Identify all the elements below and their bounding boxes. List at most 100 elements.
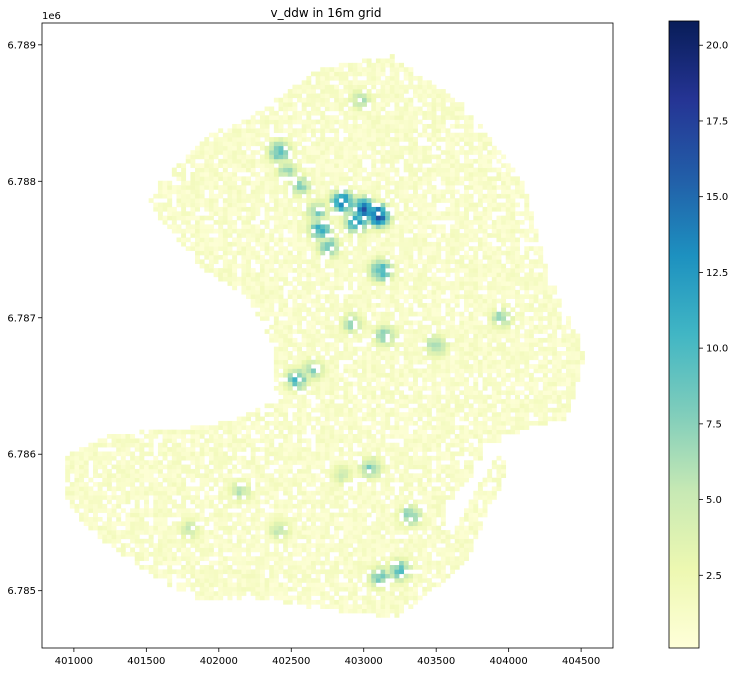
heatmap-cell: [348, 185, 354, 190]
heatmap-cell: [371, 97, 377, 103]
heatmap-cell: [315, 578, 321, 583]
heatmap-cell: [273, 403, 279, 409]
heatmap-cell: [208, 215, 214, 221]
heatmap-cell: [380, 268, 386, 273]
heatmap-cell: [371, 508, 377, 513]
heatmap-cell: [315, 228, 321, 234]
heatmap-cell: [255, 525, 261, 531]
heatmap-cell: [153, 499, 159, 505]
heatmap-cell: [232, 464, 238, 470]
heatmap-cell: [380, 220, 386, 225]
heatmap-cell: [394, 556, 400, 561]
heatmap-cell: [334, 569, 340, 575]
heatmap-cell: [403, 167, 409, 173]
heatmap-cell: [250, 543, 256, 548]
heatmap-cell: [283, 119, 289, 125]
heatmap-cell: [408, 508, 414, 513]
heatmap-cell: [338, 259, 344, 265]
heatmap-cell: [352, 215, 358, 221]
heatmap-cell: [171, 560, 177, 566]
heatmap-cell: [241, 525, 247, 531]
heatmap-cell: [413, 530, 418, 535]
heatmap-cell: [366, 372, 372, 378]
heatmap-cell: [389, 189, 395, 195]
heatmap-cell: [357, 189, 363, 195]
heatmap-cell: [195, 246, 200, 251]
heatmap-cell: [380, 93, 386, 99]
heatmap-cell: [208, 198, 214, 203]
heatmap-cell: [352, 595, 358, 601]
heatmap-cell: [227, 538, 233, 544]
heatmap-cell: [361, 359, 367, 365]
heatmap-cell: [222, 145, 228, 151]
heatmap-cell: [199, 442, 205, 448]
heatmap-cell: [283, 381, 289, 387]
heatmap-cell: [301, 329, 307, 334]
heatmap-cell: [287, 377, 293, 382]
heatmap-cell: [130, 486, 136, 492]
heatmap-cell: [227, 158, 233, 164]
heatmap-cell: [315, 390, 321, 396]
heatmap-cell: [352, 372, 358, 378]
heatmap-cell: [287, 163, 293, 168]
heatmap-cell: [246, 429, 251, 435]
heatmap-cell: [292, 429, 298, 435]
heatmap-cell: [264, 303, 270, 308]
heatmap-cell: [338, 307, 344, 313]
heatmap-cell: [264, 137, 270, 142]
heatmap-cell: [269, 281, 275, 286]
heatmap-cell: [292, 342, 298, 347]
heatmap-cell: [148, 468, 154, 474]
heatmap-cell: [259, 189, 265, 195]
heatmap-cell: [125, 530, 131, 535]
heatmap-cell: [343, 137, 349, 142]
heatmap-cell: [371, 84, 377, 90]
heatmap-cell: [385, 516, 391, 522]
heatmap-cell: [297, 294, 303, 299]
heatmap-cell: [227, 442, 233, 448]
heatmap-cell: [278, 486, 284, 492]
heatmap-cell: [399, 311, 405, 317]
heatmap-cell: [255, 429, 261, 435]
heatmap-cell: [190, 172, 196, 177]
heatmap-cell: [106, 534, 112, 540]
heatmap-cell: [357, 403, 363, 409]
heatmap-cell: [195, 569, 200, 575]
heatmap-cell: [297, 259, 303, 265]
heatmap-cell: [157, 193, 163, 199]
heatmap-cell: [361, 80, 367, 85]
heatmap-cell: [241, 150, 247, 155]
heatmap-cell: [283, 110, 289, 116]
heatmap-cell: [171, 455, 177, 461]
heatmap-cell: [297, 595, 303, 601]
heatmap-cell: [408, 272, 414, 278]
heatmap-cell: [371, 342, 377, 347]
heatmap-cell: [366, 206, 372, 212]
heatmap-cell: [380, 141, 386, 147]
heatmap-cell: [97, 455, 103, 461]
heatmap-cell: [195, 516, 200, 522]
heatmap-cell: [269, 534, 275, 540]
heatmap-cell: [241, 538, 247, 544]
heatmap-cell: [334, 298, 340, 304]
heatmap-cell: [218, 438, 224, 444]
heatmap-cell: [190, 573, 196, 579]
heatmap-cell: [273, 547, 279, 553]
heatmap-cell: [399, 276, 405, 282]
heatmap-cell: [153, 560, 159, 566]
heatmap-cell: [413, 578, 418, 583]
heatmap-cell: [334, 573, 340, 579]
heatmap-cell: [241, 128, 247, 134]
heatmap-cell: [283, 359, 289, 365]
heatmap-cell: [408, 477, 414, 483]
heatmap-cell: [241, 246, 247, 251]
heatmap-cell: [408, 329, 414, 334]
heatmap-cell: [310, 490, 316, 496]
heatmap-cell: [324, 499, 330, 505]
heatmap-cell: [199, 578, 205, 583]
heatmap-cell: [301, 556, 307, 561]
heatmap-cell: [157, 508, 163, 513]
heatmap-cell: [338, 599, 344, 605]
heatmap-cell: [348, 385, 354, 391]
heatmap-cell: [385, 263, 391, 269]
